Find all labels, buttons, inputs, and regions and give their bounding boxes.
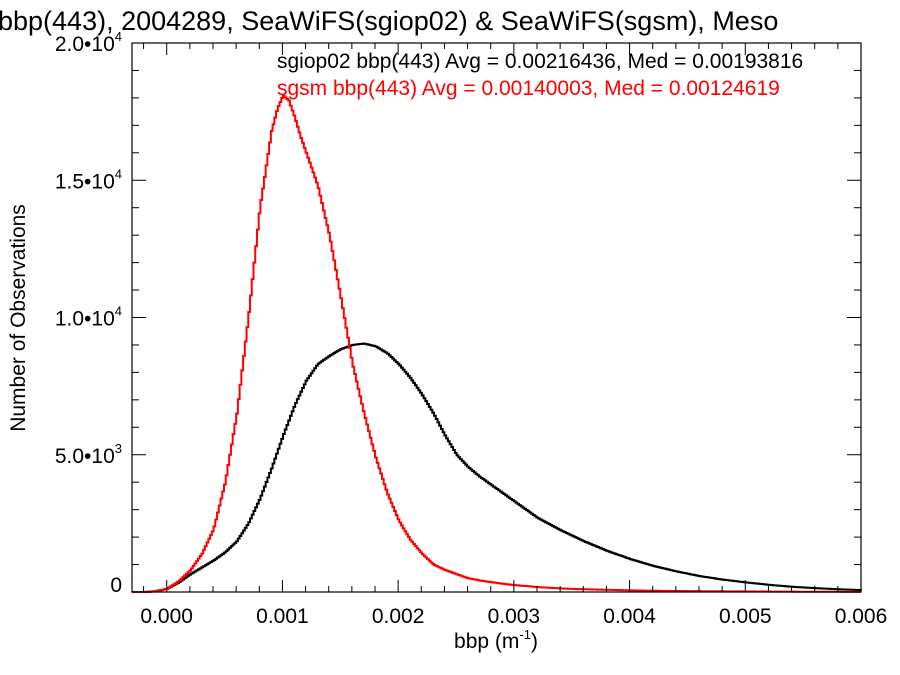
y-tick-label: 5.0•103: [55, 441, 122, 468]
y-tick-label: 0: [110, 574, 122, 597]
y-tick-label-exponent: 4: [115, 304, 122, 319]
x-tick-label: 0.002: [372, 605, 425, 628]
y-tick-label-mantissa: 5.0•10: [55, 445, 115, 468]
x-axis-label-main: bbp (m: [454, 630, 519, 653]
x-tick-label: 0.000: [140, 605, 193, 628]
chart-title: bbp(443), 2004289, SeaWiFS(sgiop02) & Se…: [0, 6, 778, 36]
x-axis-label-unit-exponent: -1: [519, 627, 531, 642]
y-tick-label-exponent: 4: [115, 29, 122, 44]
series-0-histogram-line: [132, 342, 862, 593]
y-tick-label-exponent: 4: [115, 166, 122, 181]
y-tick-label-mantissa: 2.0•10: [55, 33, 115, 56]
annotation-sgsm-stats: sgsm bbp(443) Avg = 0.00140003, Med = 0.…: [277, 77, 780, 100]
x-tick-label: 0.006: [835, 605, 888, 628]
y-tick-label-mantissa: 0: [110, 574, 122, 597]
x-tick-label: 0.001: [256, 605, 309, 628]
x-tick-label: 0.003: [488, 605, 541, 628]
x-axis-ticks: 0.000 0.001 0.002 0.003 0.004 0.005 0.006: [140, 43, 887, 628]
y-axis-label: Number of Observations: [7, 204, 30, 432]
annotation-sgiop02-stats: sgiop02 bbp(443) Avg = 0.00216436, Med =…: [277, 50, 803, 73]
y-tick-label: 1.5•104: [55, 166, 122, 193]
x-tick-label: 0.004: [603, 605, 656, 628]
y-tick-label-mantissa: 1.5•10: [55, 170, 115, 193]
y-tick-label: 1.0•104: [55, 304, 122, 331]
plot-frame: [131, 42, 862, 593]
y-tick-label-mantissa: 1.0•10: [55, 308, 115, 331]
y-tick-label: 2.0•104: [55, 29, 122, 56]
x-axis-label: bbp (m-1): [454, 627, 538, 653]
y-tick-label-exponent: 3: [115, 441, 122, 456]
series-1-histogram-line: [132, 94, 861, 593]
x-axis-label-close: ): [531, 630, 538, 653]
series-layer: [132, 94, 862, 593]
x-tick-label: 0.005: [719, 605, 772, 628]
